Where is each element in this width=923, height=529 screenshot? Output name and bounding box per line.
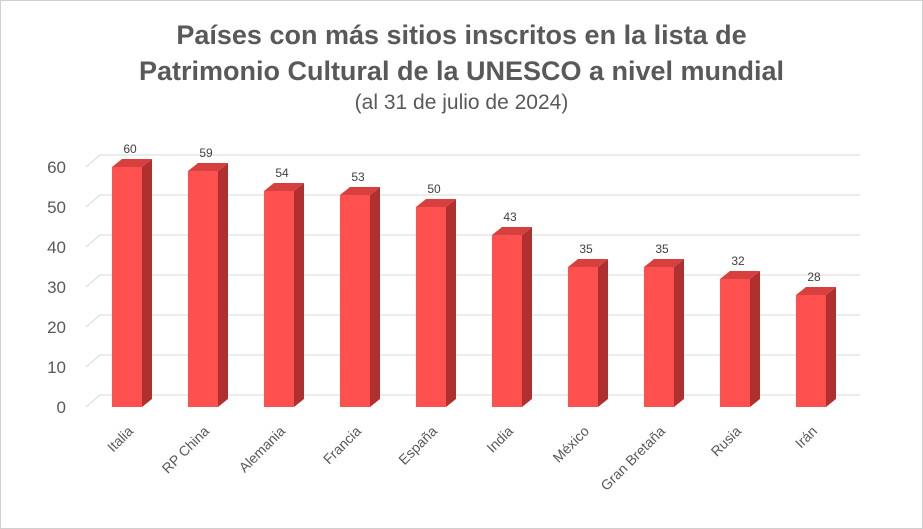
- data-label: 28: [807, 270, 821, 284]
- data-label: 60: [123, 142, 137, 156]
- chart-subtitle: (al 31 de julio de 2024): [354, 91, 569, 114]
- bar: [720, 271, 760, 407]
- bar-side: [750, 271, 760, 407]
- bar-top: [112, 159, 152, 167]
- bar-top: [568, 259, 608, 267]
- bar-side: [826, 287, 836, 407]
- bar: [188, 163, 228, 407]
- bar: [644, 259, 684, 407]
- bar: [796, 287, 836, 407]
- y-tick-label: 50: [47, 198, 66, 217]
- bar-side: [598, 259, 608, 407]
- bar-front: [188, 171, 218, 407]
- bar-front: [720, 279, 750, 407]
- x-tick-label: España: [395, 423, 440, 468]
- y-tick-label: 20: [47, 318, 66, 337]
- y-tick-label: 10: [47, 358, 66, 377]
- x-tick-label: México: [549, 423, 592, 466]
- x-tick-label: RP China: [159, 423, 213, 477]
- bar-top: [188, 163, 228, 171]
- bar-front: [264, 191, 294, 407]
- bar: [264, 183, 304, 407]
- bar-side: [674, 259, 684, 407]
- gridline: [85, 194, 860, 208]
- bar-top: [416, 199, 456, 207]
- data-label: 43: [503, 210, 517, 224]
- bar-front: [568, 267, 598, 407]
- x-tick-label: India: [483, 423, 516, 456]
- y-axis: 0 10 20 30 40 50 60: [47, 158, 66, 417]
- y-tick-label: 40: [47, 238, 66, 257]
- data-label: 59: [199, 146, 213, 160]
- data-label: 32: [731, 254, 745, 268]
- bar-side: [446, 199, 456, 407]
- bar-side: [142, 159, 152, 407]
- y-tick-label: 0: [57, 398, 66, 417]
- data-label: 35: [655, 242, 669, 256]
- x-tick-label: Irán: [792, 423, 820, 451]
- bar: [340, 187, 380, 407]
- bar-front: [644, 267, 674, 407]
- gridline: [85, 154, 860, 168]
- data-label: 35: [579, 242, 593, 256]
- data-label: 50: [427, 182, 441, 196]
- x-tick-label: Gran Bretaña: [597, 423, 668, 494]
- gridline: [85, 234, 860, 248]
- bar-top: [264, 183, 304, 191]
- data-labels: 60 59 54 53 50 43 35 35 32 28: [123, 142, 821, 284]
- bar-front: [416, 207, 446, 407]
- chart-title-line-1: Países con más sitios inscritos en la li…: [176, 20, 747, 50]
- bar-side: [522, 227, 532, 407]
- x-tick-label: Rusia: [707, 423, 744, 460]
- bars: [112, 159, 836, 407]
- bar-top: [796, 287, 836, 295]
- chart-title-line-2: Patrimonio Cultural de la UNESCO a nivel…: [138, 56, 785, 86]
- x-tick-label: Francia: [320, 423, 364, 467]
- y-tick-label: 30: [47, 278, 66, 297]
- bar-front: [112, 167, 142, 407]
- bar-top: [644, 259, 684, 267]
- data-label: 54: [275, 166, 289, 180]
- bar: [568, 259, 608, 407]
- bar-top: [492, 227, 532, 235]
- bar-top: [720, 271, 760, 279]
- bar-side: [218, 163, 228, 407]
- bar-front: [492, 235, 522, 407]
- bar: [416, 199, 456, 407]
- bar: [112, 159, 152, 407]
- bar-side: [294, 183, 304, 407]
- bar-front: [340, 195, 370, 407]
- x-tick-label: Alemania: [236, 423, 289, 476]
- y-tick-label: 60: [47, 158, 66, 177]
- x-tick-label: Italia: [104, 423, 136, 455]
- bar-side: [370, 187, 380, 407]
- data-label: 53: [351, 170, 365, 184]
- bar: [492, 227, 532, 407]
- x-axis: Italia RP China Alemania Francia España India…: [104, 423, 820, 494]
- bar-front: [796, 295, 826, 407]
- bar-top: [340, 187, 380, 195]
